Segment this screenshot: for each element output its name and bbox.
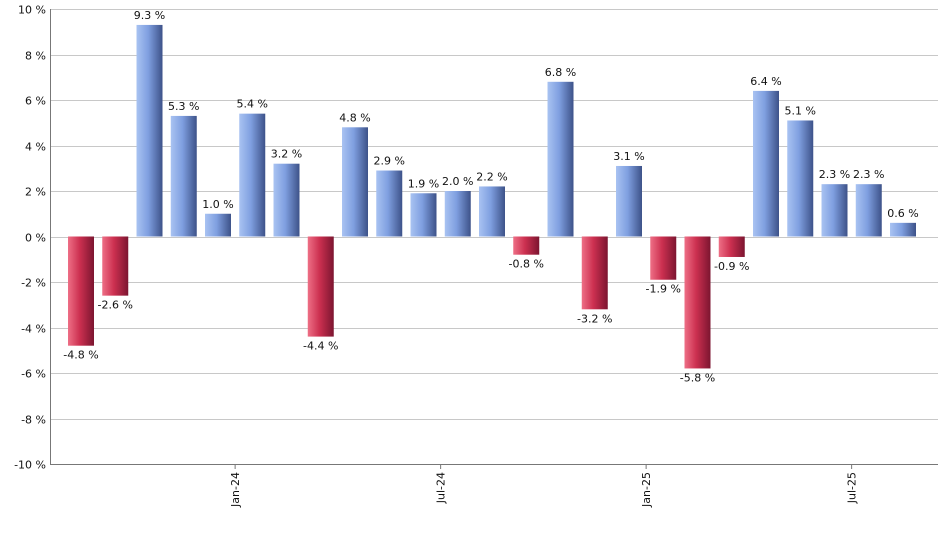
- bar-value-label: 6.8 %: [545, 66, 576, 79]
- bar-value-label: -3.2 %: [577, 312, 612, 325]
- bar-positive: [205, 213, 231, 237]
- bar-value-label: 5.1 %: [785, 104, 816, 117]
- x-tick-label: Jul-24: [435, 472, 448, 504]
- y-axis-tick-labels: 10 % 8 % 6 % 4 % 2 % 0 % -2 % -4 % -6 % -8 % -10 %: [14, 4, 46, 472]
- bar-positive: [410, 193, 437, 237]
- bar-value-label: 6.4 %: [750, 75, 781, 88]
- y-tick-label: -8 %: [21, 414, 46, 427]
- bar-value-label: 1.9 %: [408, 177, 439, 190]
- bar-positive: [170, 115, 197, 237]
- bar-positive: [890, 222, 916, 237]
- bar-positive: [616, 165, 642, 237]
- x-tick-label: Jan-24: [229, 472, 242, 508]
- bar-value-label: 2.2 %: [476, 170, 507, 183]
- bar-negative: [718, 236, 745, 257]
- y-tick-label: -6 %: [21, 368, 46, 381]
- bar-positive: [547, 81, 574, 237]
- axes: [50, 9, 938, 465]
- y-tick-label: 6 %: [25, 95, 46, 108]
- bar-value-label: 2.9 %: [374, 155, 405, 168]
- bars: [68, 24, 916, 369]
- bar-value-label: 4.8 %: [339, 111, 370, 124]
- x-tick-label: Jan-25: [640, 472, 653, 508]
- bar-value-label: 3.2 %: [271, 148, 302, 161]
- x-axis-tick-labels: Jan-24 Jul-24 Jan-25 Jul-25: [229, 464, 859, 508]
- bar-positive: [136, 24, 163, 237]
- y-tick-label: 4 %: [25, 141, 46, 154]
- bar-value-labels: -4.8 % -2.6 % 9.3 % 5.3 % 1.0 % 5.4 % 3.2 % -4.…: [63, 9, 918, 385]
- bar-negative: [513, 236, 540, 255]
- bar-value-label: -5.8 %: [680, 371, 715, 384]
- bar-positive: [273, 163, 300, 237]
- y-tick-label: -4 %: [21, 323, 46, 336]
- bar-positive: [479, 186, 505, 237]
- bar-value-label: 2.3 %: [819, 168, 850, 181]
- bar-positive: [753, 90, 779, 237]
- bar-value-label: -4.8 %: [63, 349, 98, 362]
- bar-positive: [376, 170, 403, 237]
- bar-negative: [581, 236, 608, 310]
- bar-value-label: -0.8 %: [509, 258, 544, 271]
- bar-value-label: -2.6 %: [98, 299, 133, 312]
- bar-value-label: 5.3 %: [168, 100, 199, 113]
- bar-negative: [68, 236, 94, 346]
- bar-value-label: 3.1 %: [613, 150, 644, 163]
- bar-positive: [787, 120, 814, 237]
- bar-positive: [342, 127, 368, 237]
- bar-positive: [821, 184, 848, 237]
- bar-value-label: 9.3 %: [134, 9, 165, 22]
- bar-positive: [855, 184, 882, 237]
- y-tick-label: -10 %: [14, 459, 46, 472]
- x-tick-label: Jul-25: [846, 472, 859, 504]
- bar-value-label: 5.4 %: [237, 98, 268, 111]
- bar-negative: [307, 236, 334, 337]
- bar-value-label: -1.9 %: [646, 283, 681, 296]
- bar-value-label: 1.0 %: [202, 198, 233, 211]
- bar-positive: [239, 113, 266, 237]
- bar-negative: [102, 236, 129, 296]
- y-tick-label: 10 %: [18, 4, 46, 17]
- bar-negative: [650, 236, 677, 280]
- gridlines: [50, 9, 938, 465]
- bar-value-label: 2.0 %: [442, 175, 473, 188]
- bar-positive: [444, 191, 471, 237]
- bar-negative: [684, 236, 711, 369]
- y-tick-label: -2 %: [21, 277, 46, 290]
- bar-value-label: 0.6 %: [887, 207, 918, 220]
- y-tick-label: 8 %: [25, 50, 46, 63]
- bar-value-label: -0.9 %: [714, 260, 749, 273]
- bar-value-label: -4.4 %: [303, 340, 338, 353]
- bar-value-label: 2.3 %: [853, 168, 884, 181]
- y-tick-label: 2 %: [25, 186, 46, 199]
- y-tick-label: 0 %: [25, 232, 46, 245]
